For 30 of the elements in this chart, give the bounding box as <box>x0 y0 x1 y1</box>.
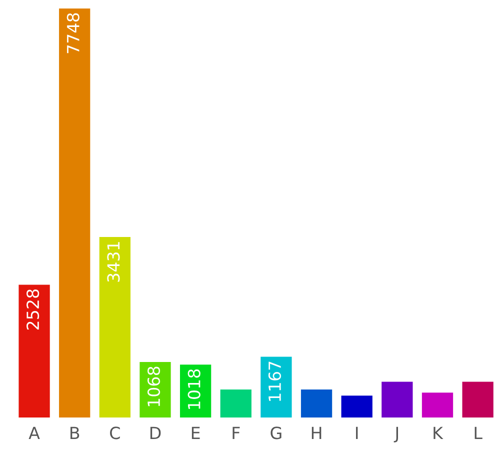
x-tick-label: G <box>270 426 282 440</box>
bar <box>300 388 334 418</box>
x-tick-label: I <box>356 426 358 439</box>
bar <box>340 394 374 418</box>
x-tick-label: A <box>28 426 40 439</box>
bar <box>18 284 51 418</box>
x-tick-label: E <box>192 426 200 439</box>
bar <box>178 364 212 418</box>
data-label: 1068 <box>147 366 160 406</box>
bar <box>461 380 495 418</box>
x-tick-label: L <box>474 426 482 439</box>
bar <box>219 388 253 418</box>
bar <box>420 392 454 418</box>
data-label: 2528 <box>26 289 40 330</box>
x-tick-label: B <box>70 426 80 439</box>
data-label: 3431 <box>107 242 120 282</box>
bar <box>138 360 172 418</box>
x-tick-label: J <box>394 426 398 442</box>
x-tick-label: F <box>232 426 240 439</box>
bar <box>98 236 132 418</box>
data-label: 1018 <box>188 369 200 409</box>
data-label: 1167 <box>268 362 282 401</box>
x-tick-label: H <box>312 426 322 439</box>
data-label: 7748 <box>66 13 80 54</box>
bar <box>260 356 293 418</box>
x-tick-label: K <box>434 426 444 439</box>
bar <box>58 8 92 418</box>
x-tick-label: D <box>150 426 161 439</box>
x-tick-label: C <box>110 426 120 440</box>
bar <box>380 380 414 418</box>
